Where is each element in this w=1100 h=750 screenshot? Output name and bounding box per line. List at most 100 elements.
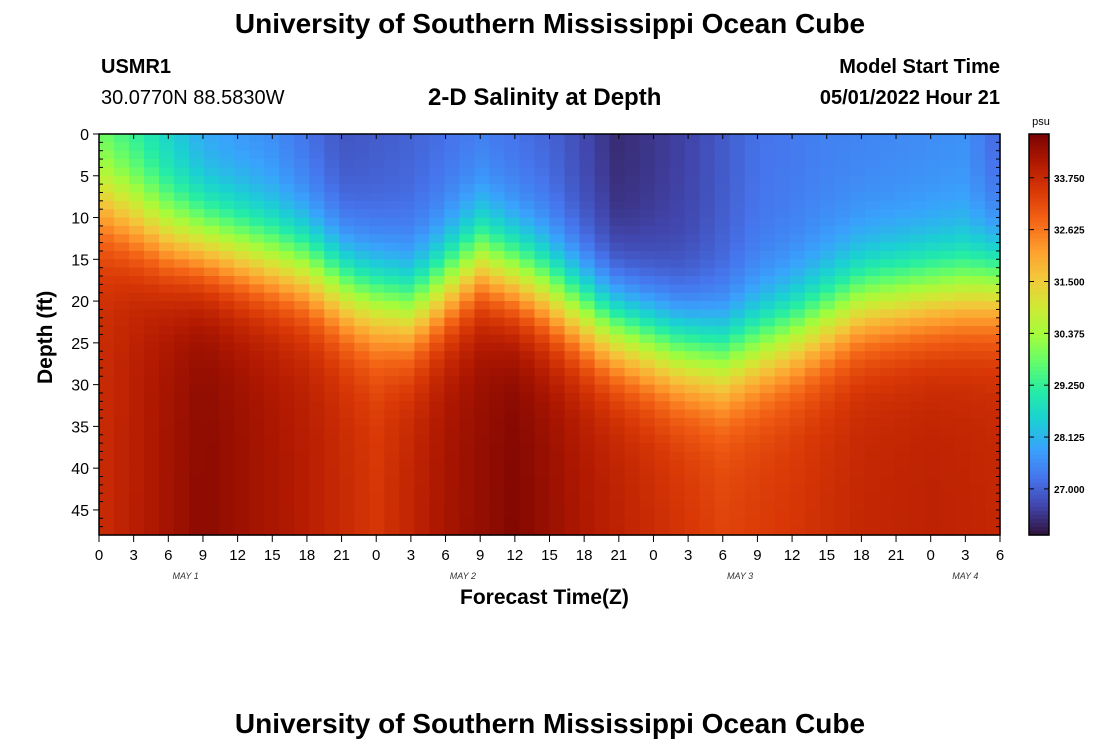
heatmap-cell [984, 392, 1001, 402]
heatmap-cell [159, 267, 175, 277]
heatmap-cell [699, 484, 716, 494]
heatmap-cell [459, 484, 476, 494]
heatmap-cell [759, 351, 776, 361]
heatmap-cell [909, 175, 926, 185]
heatmap-cell [894, 459, 911, 469]
heatmap-cell [354, 259, 370, 269]
heatmap-cell [354, 276, 370, 285]
heatmap-cell [939, 501, 956, 511]
heatmap-cell [684, 250, 701, 260]
heatmap-cell [789, 342, 806, 352]
heatmap-cell [489, 175, 506, 185]
heatmap-cell [264, 175, 280, 185]
heatmap-cell [399, 509, 415, 519]
heatmap-cell [159, 259, 175, 269]
colorbar-cell [1029, 166, 1049, 171]
heatmap-cell [159, 200, 175, 210]
colorbar-cell [1029, 262, 1049, 267]
colorbar-cell [1029, 254, 1049, 259]
heatmap-cell [429, 451, 445, 461]
heatmap-cell [144, 134, 160, 143]
heatmap-cell [774, 192, 791, 202]
heatmap-cell [939, 526, 956, 536]
heatmap-cell [534, 418, 551, 427]
heatmap-cell [969, 476, 986, 486]
heatmap-cell [219, 242, 235, 252]
heatmap-cell [699, 159, 716, 169]
heatmap-cell [894, 276, 911, 285]
heatmap-cell [459, 267, 476, 277]
heatmap-cell [924, 284, 941, 294]
heatmap-cell [759, 418, 776, 427]
heatmap-cell [834, 150, 851, 160]
heatmap-cell [384, 175, 400, 185]
heatmap-cell [159, 167, 175, 177]
heatmap-cell [159, 384, 175, 394]
heatmap-cell [699, 367, 716, 377]
heatmap-cell [849, 392, 866, 402]
heatmap-cell [114, 292, 130, 302]
heatmap-cell [894, 384, 911, 394]
heatmap-cell [834, 301, 851, 311]
heatmap-cell [864, 384, 881, 394]
heatmap-cell [129, 518, 145, 528]
heatmap-cell [234, 468, 250, 478]
heatmap-cell [954, 301, 971, 311]
heatmap-cell [294, 284, 310, 294]
heatmap-cell [609, 359, 626, 369]
heatmap-cell [654, 501, 671, 511]
heatmap-cell [459, 342, 476, 352]
heatmap-cell [129, 192, 145, 202]
heatmap-cell [144, 359, 160, 369]
heatmap-cell [369, 234, 385, 244]
heatmap-cell [309, 250, 325, 260]
heatmap-cell [564, 184, 581, 194]
heatmap-cell [894, 509, 911, 519]
heatmap-cell [594, 259, 611, 269]
heatmap-cell [984, 225, 1001, 235]
heatmap-cell [489, 184, 506, 194]
heatmap-cell [549, 225, 566, 235]
heatmap-cell [264, 443, 280, 453]
x-tick-label: 9 [199, 547, 207, 564]
heatmap-cell [144, 451, 160, 461]
heatmap-cell [669, 309, 686, 319]
heatmap-cell [474, 217, 491, 227]
heatmap-cell [129, 443, 145, 453]
heatmap-cell [834, 426, 851, 436]
heatmap-cell [249, 276, 265, 285]
heatmap-cell [174, 426, 190, 436]
heatmap-cell [699, 284, 716, 294]
heatmap-cell [624, 501, 641, 511]
heatmap-cell [609, 242, 626, 252]
heatmap-cell [399, 192, 415, 202]
heatmap-cell [174, 150, 190, 160]
heatmap-cell [234, 159, 250, 169]
colorbar-cell [1029, 174, 1049, 179]
heatmap-cell [489, 217, 506, 227]
heatmap-cell [369, 401, 385, 411]
heatmap-cell [969, 242, 986, 252]
heatmap-cell [114, 134, 130, 143]
heatmap-cell [354, 242, 370, 252]
heatmap-cell [864, 242, 881, 252]
heatmap-cell [354, 192, 370, 202]
heatmap-cell [369, 267, 385, 277]
heatmap-cell [849, 476, 866, 486]
heatmap-cell [624, 134, 641, 143]
heatmap-cell [609, 468, 626, 478]
heatmap-cell [114, 459, 130, 469]
heatmap-cell [834, 501, 851, 511]
heatmap-cell [789, 150, 806, 160]
heatmap-cell [654, 367, 671, 377]
heatmap-cell [969, 301, 986, 311]
x-tick-label: 21 [333, 547, 350, 564]
heatmap-cell [699, 267, 716, 277]
heatmap-cell [204, 501, 220, 511]
heatmap-cell [729, 184, 746, 194]
heatmap-cell [159, 342, 175, 352]
heatmap-cell [504, 392, 521, 402]
heatmap-cell [789, 134, 806, 143]
heatmap-cell [294, 209, 310, 219]
heatmap-cell [219, 209, 235, 219]
